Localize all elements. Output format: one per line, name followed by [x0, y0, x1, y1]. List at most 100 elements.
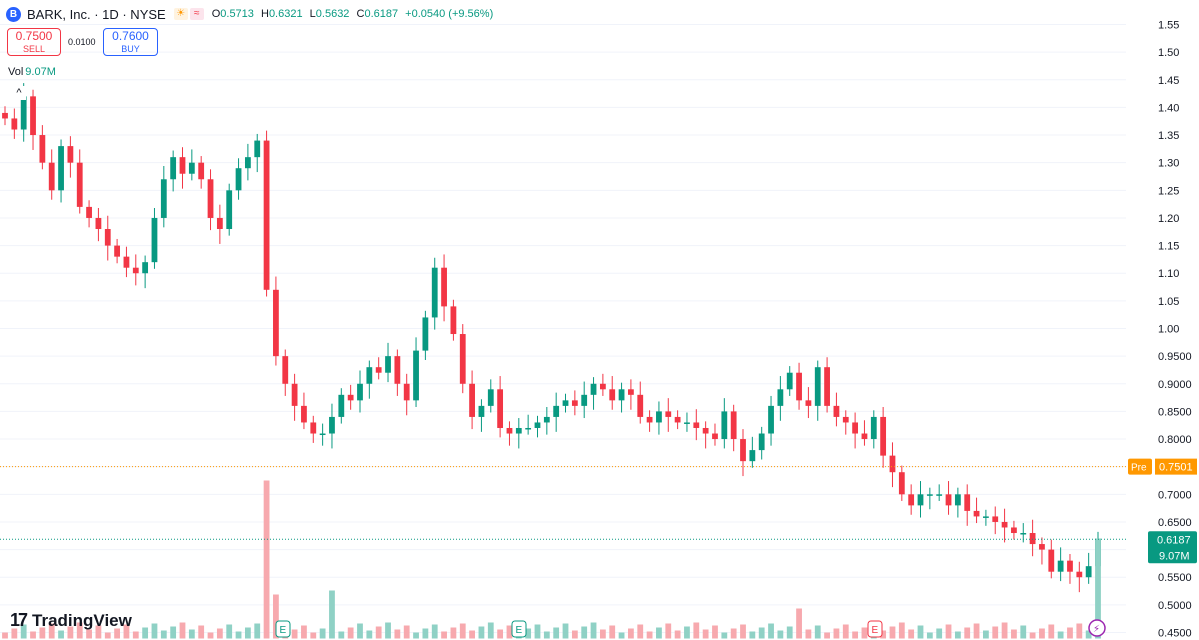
candle-body — [702, 427, 709, 434]
candle-body — [2, 112, 8, 119]
volume-bar — [543, 631, 550, 639]
volume-bar — [198, 625, 205, 639]
volume-bar — [936, 628, 943, 639]
candle-body — [86, 206, 92, 218]
candle-body — [749, 450, 756, 462]
candle-body — [422, 317, 429, 351]
volume-bar — [2, 632, 8, 639]
candle-body — [357, 383, 363, 401]
candle-body — [1029, 533, 1036, 545]
price-tick-label: 0.5000 — [1158, 600, 1192, 612]
tradingview-mark-icon: 17 — [10, 610, 28, 630]
volume-bar — [665, 623, 672, 639]
volume-bar — [403, 625, 410, 639]
candle-body — [123, 256, 130, 268]
candle-body — [104, 229, 111, 246]
volume-bar — [599, 629, 606, 639]
candle-body — [30, 96, 36, 136]
candle-body — [646, 416, 653, 423]
candle-body — [431, 267, 438, 318]
volume-bar — [160, 630, 167, 639]
candle-body — [310, 422, 317, 434]
price-tick-label: 1.40 — [1158, 102, 1179, 114]
candle-body — [95, 217, 102, 230]
candle-body — [170, 157, 177, 180]
candle-body — [132, 267, 139, 274]
volume-bar — [562, 623, 569, 639]
candles — [2, 83, 1101, 593]
volume-bar — [1076, 623, 1083, 639]
candle-body — [852, 422, 859, 434]
candle-body — [179, 157, 186, 174]
tradingview-logo[interactable]: 17 TradingView — [10, 610, 132, 630]
candle-body — [833, 405, 840, 417]
volume-bar — [861, 627, 868, 639]
candle-body — [870, 416, 877, 440]
price-tick-label: 1.30 — [1158, 158, 1179, 170]
volume-bar — [76, 622, 83, 639]
symbol-title[interactable]: BARK, Inc. · 1D · NYSE — [27, 6, 166, 22]
candle-body — [329, 416, 335, 434]
candle-body — [291, 383, 298, 406]
volume-bar — [86, 629, 92, 639]
volume-bar — [684, 626, 690, 639]
sell-label: SELL — [22, 44, 46, 54]
volume-bar — [824, 632, 830, 639]
volume-bar — [366, 630, 373, 639]
volume-bar — [852, 631, 859, 639]
volume-bar — [329, 590, 335, 639]
volume-bar — [291, 629, 298, 639]
candle-body — [76, 162, 83, 207]
volume-bar — [721, 632, 728, 639]
volume-bar — [590, 622, 597, 639]
volume-bar — [385, 622, 391, 639]
wave-indicator-icon[interactable]: ≈ — [189, 8, 204, 20]
volume-bar — [179, 622, 186, 639]
volume-bar — [553, 627, 560, 639]
candle-body — [497, 389, 504, 428]
price-grid: 1.55 1.50 1.45 1.40 1.35 1.30 1.25 1.20 1.15 1.10… — [0, 20, 1192, 640]
candle-body — [898, 472, 905, 495]
price-tick-label: 1.10 — [1158, 268, 1179, 280]
candle-body — [665, 411, 672, 417]
candle-body — [413, 350, 419, 401]
candle-body — [39, 135, 46, 163]
volume-bar — [1029, 632, 1036, 639]
candle-body — [534, 422, 541, 428]
pre-market-tag-bg — [1128, 458, 1152, 475]
volume-bar — [394, 629, 401, 639]
ohlc-values: O0.5713 H0.6321 L0.5632 C0.6187 +0.0540 … — [211, 8, 494, 20]
candle-body — [319, 433, 326, 436]
sun-session-icon[interactable]: ☀ — [173, 8, 188, 20]
candle-body — [188, 162, 195, 174]
collapse-legend-icon[interactable]: ^ — [12, 86, 26, 100]
volume-bar — [805, 629, 812, 639]
earnings-marker-label: E — [280, 625, 287, 636]
sell-price: 0.7500 — [15, 29, 53, 43]
spread-value: 0.0100 — [68, 37, 96, 47]
candle-body — [992, 516, 999, 522]
candle-body — [889, 455, 896, 473]
volume-bar — [48, 623, 55, 639]
buy-button[interactable]: 0.7600 BUY — [103, 28, 158, 56]
candle-body — [824, 367, 830, 406]
candle-body — [954, 494, 961, 506]
earnings-marker-icon — [275, 620, 291, 638]
volume-bar — [151, 623, 158, 639]
volume-bar — [973, 623, 980, 639]
candle-body — [263, 140, 270, 290]
volume-bar — [104, 632, 111, 639]
ohlc-low: 0.5632 — [315, 8, 350, 20]
volume-bar — [123, 624, 130, 639]
volume-bar — [749, 631, 756, 639]
price-tick-label: 1.50 — [1158, 47, 1179, 59]
volume-bar — [413, 632, 419, 639]
volume-bar — [992, 626, 999, 639]
volume-bar — [487, 622, 494, 639]
sell-button[interactable]: 0.7500 SELL — [7, 28, 61, 56]
volume-bar — [375, 626, 382, 639]
price-tick-label: 0.5500 — [1158, 572, 1192, 584]
volume-bar — [422, 628, 429, 639]
volume-bar — [646, 631, 653, 639]
